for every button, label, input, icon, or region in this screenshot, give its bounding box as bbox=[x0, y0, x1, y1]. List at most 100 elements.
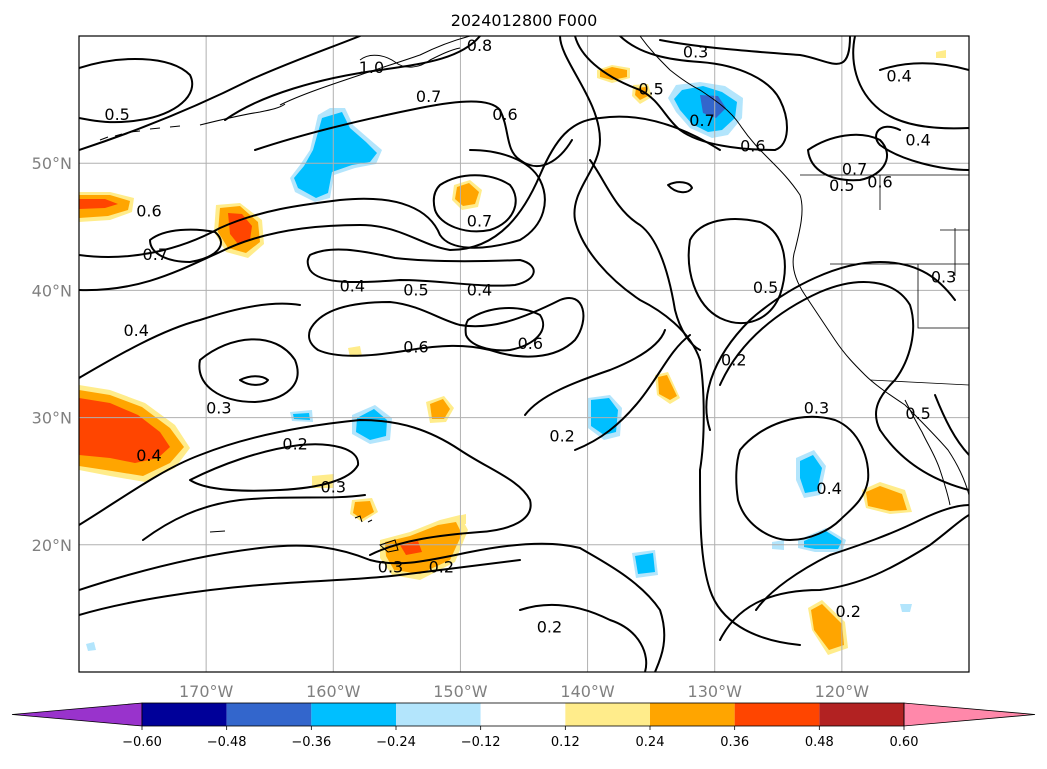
contour-line bbox=[306, 248, 535, 287]
contour-label: 1.0 bbox=[359, 58, 384, 77]
contour-label: 0.5 bbox=[403, 280, 428, 299]
contour-line bbox=[705, 261, 956, 431]
contour-label: 0.4 bbox=[467, 280, 492, 299]
colorbar-bin bbox=[819, 703, 904, 726]
lon-tick-label: 140°W bbox=[560, 682, 615, 701]
colorbar-bin bbox=[480, 703, 566, 726]
shaded-region bbox=[294, 112, 377, 198]
contour-line bbox=[719, 281, 915, 431]
lon-tick-label: 120°W bbox=[815, 682, 870, 701]
contour-line bbox=[519, 603, 648, 672]
lat-tick-label: 40°N bbox=[32, 281, 72, 300]
contour-label: 0.2 bbox=[721, 350, 746, 369]
contour-line bbox=[79, 542, 581, 591]
aleutian-islands bbox=[199, 103, 286, 126]
contour-line bbox=[149, 228, 222, 263]
contour-line bbox=[879, 429, 969, 491]
map-area bbox=[79, 36, 969, 672]
contour-line bbox=[852, 36, 969, 130]
colorbar-tick-label: −0.60 bbox=[122, 735, 162, 750]
colorbar-bin bbox=[311, 703, 396, 726]
contour-label: 0.5 bbox=[829, 176, 854, 195]
baja-california-coastline bbox=[904, 399, 951, 506]
hawaii-islands bbox=[209, 515, 399, 553]
coastlines bbox=[99, 36, 969, 553]
contour-line bbox=[79, 419, 532, 556]
state-borders bbox=[830, 175, 969, 329]
contour-label: 0.2 bbox=[537, 617, 562, 636]
contour-label: 0.6 bbox=[518, 334, 543, 353]
alaska-coastline bbox=[359, 47, 461, 68]
colorbar-tick-label: −0.12 bbox=[461, 735, 501, 750]
shaded-region bbox=[228, 213, 252, 244]
shaded-region bbox=[430, 399, 450, 419]
contour-line bbox=[464, 307, 545, 352]
colorbar-tick-label: 0.60 bbox=[890, 735, 919, 750]
map-frame bbox=[78, 35, 970, 673]
contour-lines bbox=[79, 36, 969, 672]
contour-line bbox=[579, 547, 666, 672]
contour-label: 0.4 bbox=[136, 446, 161, 465]
contour-line bbox=[755, 504, 969, 611]
colorbar-bin bbox=[734, 703, 820, 726]
colorbar-tick-label: −0.48 bbox=[207, 735, 247, 750]
contour-line bbox=[432, 174, 517, 233]
north-america-coastline bbox=[639, 36, 969, 496]
shaded-region bbox=[600, 67, 627, 80]
shaded-region bbox=[591, 398, 618, 435]
contour-label: 0.2 bbox=[429, 558, 454, 577]
contour-label: 0.7 bbox=[143, 245, 168, 264]
contour-label: 0.7 bbox=[467, 212, 492, 231]
colorbar-bin bbox=[396, 703, 481, 726]
contour-label: 0.5 bbox=[638, 79, 663, 98]
shaded-region bbox=[900, 604, 912, 612]
contour-label: 0.3 bbox=[378, 558, 403, 577]
contour-line bbox=[879, 62, 969, 71]
shaded-region bbox=[700, 95, 726, 118]
contour-line bbox=[659, 36, 851, 65]
contour-line bbox=[559, 36, 705, 471]
contour-line bbox=[189, 443, 360, 492]
shaded-region bbox=[293, 413, 310, 420]
lat-tick-label: 20°N bbox=[32, 536, 72, 555]
contour-line bbox=[142, 494, 366, 541]
contour-line bbox=[719, 514, 969, 641]
contour-label: 0.3 bbox=[206, 399, 231, 418]
contour-line bbox=[254, 100, 573, 167]
contour-label: 0.2 bbox=[835, 602, 860, 621]
lon-tick-label: 160°W bbox=[306, 682, 361, 701]
contour-line bbox=[79, 559, 521, 616]
contour-line bbox=[687, 218, 786, 325]
contour-label: 0.2 bbox=[282, 434, 307, 453]
contour-label: 0.6 bbox=[136, 202, 161, 221]
contour-label: 0.4 bbox=[123, 321, 148, 340]
contour-label: 0.6 bbox=[740, 137, 765, 156]
contour-label: 0.7 bbox=[842, 160, 867, 179]
contour-label: 0.3 bbox=[683, 43, 708, 62]
contour-label: 0.3 bbox=[804, 399, 829, 418]
shaded-region bbox=[79, 398, 170, 463]
shaded-region bbox=[79, 199, 118, 209]
colorbar: −0.60 −0.48 −0.36 −0.24 −0.12 0.12 0.24 0.36 0.4… bbox=[11, 702, 1036, 750]
contour-line bbox=[574, 334, 691, 451]
shaded-region bbox=[658, 375, 677, 400]
colorbar-frame bbox=[141, 702, 905, 727]
contour-line bbox=[934, 394, 969, 456]
us-mexico-border bbox=[869, 379, 969, 386]
aleutian-islands bbox=[99, 125, 181, 141]
shaded-region bbox=[800, 455, 822, 493]
contour-label: 0.4 bbox=[816, 479, 841, 498]
contour-line bbox=[574, 36, 788, 151]
lon-tick-label: 170°W bbox=[179, 682, 234, 701]
alaska-coastline bbox=[279, 36, 471, 106]
contour-label: 0.5 bbox=[905, 404, 930, 423]
contour-line bbox=[589, 159, 701, 351]
contour-line bbox=[79, 302, 301, 379]
contour-line bbox=[79, 58, 193, 124]
lat-tick-label: 30°N bbox=[32, 409, 72, 428]
lon-tick-label: 130°W bbox=[688, 682, 743, 701]
shaded-region bbox=[312, 474, 334, 488]
contour-line bbox=[79, 36, 361, 151]
map-content: 0.81.00.70.5 0.60.30.40.50.70.6 0.40.70.60… bbox=[79, 36, 969, 672]
contour-line bbox=[308, 297, 585, 358]
